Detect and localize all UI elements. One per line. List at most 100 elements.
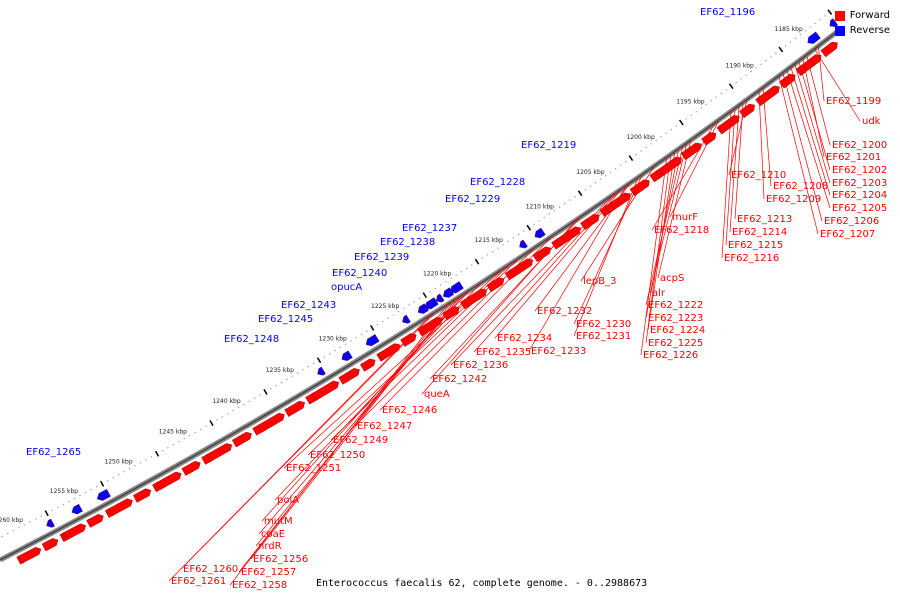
forward-gene[interactable] (778, 72, 797, 89)
reverse-gene[interactable] (517, 239, 528, 251)
forward-gene[interactable] (798, 52, 824, 74)
scale-tick (827, 9, 833, 15)
forward-gene[interactable] (231, 430, 253, 448)
scale-dot (625, 160, 627, 163)
forward-gene-label: EF62_1205 (832, 203, 887, 214)
forward-gene[interactable] (132, 487, 153, 503)
forward-gene[interactable] (156, 470, 184, 490)
reverse-gene[interactable] (364, 334, 380, 348)
forward-gene[interactable] (18, 545, 43, 564)
reverse-gene[interactable] (70, 503, 83, 516)
leader-line (725, 108, 736, 246)
scale-dot (297, 372, 299, 374)
scale-dot (594, 182, 597, 184)
forward-gene[interactable] (701, 130, 718, 146)
leader-line (168, 314, 432, 582)
forward-gene[interactable] (442, 304, 462, 321)
forward-gene-label: EF62_1222 (648, 300, 703, 311)
scale-dot (564, 202, 566, 205)
scale-dot (675, 125, 677, 127)
forward-gene[interactable] (629, 177, 652, 197)
reverse-gene[interactable] (448, 281, 464, 296)
scale-dot (809, 26, 811, 28)
forward-gene[interactable] (532, 245, 553, 263)
reverse-gene[interactable] (434, 293, 445, 305)
forward-gene-shape (156, 471, 182, 490)
forward-gene[interactable] (820, 40, 840, 58)
scale-dot (408, 304, 410, 306)
reverse-gene[interactable] (416, 303, 429, 316)
scale-dot (543, 216, 545, 219)
forward-gene[interactable] (181, 459, 202, 476)
forward-gene[interactable] (41, 537, 60, 552)
forward-gene-label: EF62_1257 (241, 567, 296, 578)
reverse-gene[interactable] (95, 489, 111, 502)
scale-dot (334, 349, 336, 352)
leader-line (778, 75, 819, 235)
scale-dot (645, 146, 647, 149)
scale-dot (84, 492, 87, 494)
scale-dot (112, 477, 114, 479)
forward-gene[interactable] (86, 512, 106, 528)
reverse-gene-label: EF62_1245 (258, 314, 313, 325)
forward-gene[interactable] (206, 441, 233, 462)
scale-label: 1260 kbp (0, 517, 23, 524)
forward-gene[interactable] (604, 191, 633, 214)
scale-dot (705, 103, 707, 106)
forward-gene-label: EF62_1258 (232, 580, 287, 591)
forward-gene[interactable] (108, 497, 135, 517)
forward-gene[interactable] (257, 411, 286, 433)
reverse-gene[interactable] (805, 31, 821, 46)
scale-label: 1240 kbp (212, 398, 240, 405)
reverse-gene-label: EF62_1239 (354, 252, 409, 263)
scale-dot (339, 346, 342, 349)
scale-dot (40, 515, 42, 517)
forward-gene-shape (284, 400, 305, 417)
forward-gene[interactable] (62, 522, 88, 541)
forward-gene[interactable] (338, 366, 362, 385)
forward-gene[interactable] (378, 341, 402, 361)
forward-gene[interactable] (757, 84, 782, 105)
forward-gene-label: EF62_1234 (497, 333, 552, 344)
forward-gene-label: EF62_1224 (650, 325, 705, 336)
forward-gene[interactable] (400, 331, 419, 347)
reverse-gene[interactable] (441, 287, 455, 300)
scale-dot (785, 45, 787, 47)
reverse-gene[interactable] (45, 518, 55, 529)
scale-dot (558, 206, 561, 208)
reverse-gene-shape (341, 350, 353, 361)
forward-gene[interactable] (680, 141, 704, 161)
forward-gene[interactable] (655, 155, 684, 179)
scale-dot (205, 425, 207, 427)
forward-gene[interactable] (419, 315, 445, 335)
forward-gene[interactable] (486, 275, 506, 293)
forward-gene-label: EF62_1202 (832, 165, 887, 176)
scale-dot (237, 406, 240, 409)
forward-gene[interactable] (360, 357, 377, 372)
scale-dot (183, 437, 185, 440)
leader-line (782, 72, 823, 222)
reverse-gene[interactable] (400, 314, 411, 325)
reverse-gene[interactable] (827, 18, 839, 30)
forward-gene[interactable] (555, 225, 583, 247)
forward-gene[interactable] (580, 212, 601, 231)
reverse-gene[interactable] (315, 366, 326, 377)
forward-gene[interactable] (718, 113, 741, 134)
reverse-gene[interactable] (533, 227, 546, 240)
scale-dot (178, 440, 180, 443)
scale-dot (548, 213, 550, 215)
reverse-gene[interactable] (423, 297, 439, 312)
forward-gene[interactable] (739, 102, 757, 118)
scale-dot (259, 394, 261, 396)
forward-gene-label: EF62_1236 (453, 360, 508, 371)
forward-gene-shape (580, 213, 600, 231)
scale-dot (819, 19, 821, 21)
forward-gene[interactable] (284, 399, 307, 417)
forward-gene-shape (62, 523, 86, 541)
forward-gene[interactable] (508, 257, 535, 278)
forward-gene[interactable] (311, 379, 341, 401)
scale-dot (397, 310, 400, 313)
scale-dot (690, 114, 692, 117)
forward-gene[interactable] (463, 287, 488, 308)
reverse-gene[interactable] (340, 350, 353, 363)
